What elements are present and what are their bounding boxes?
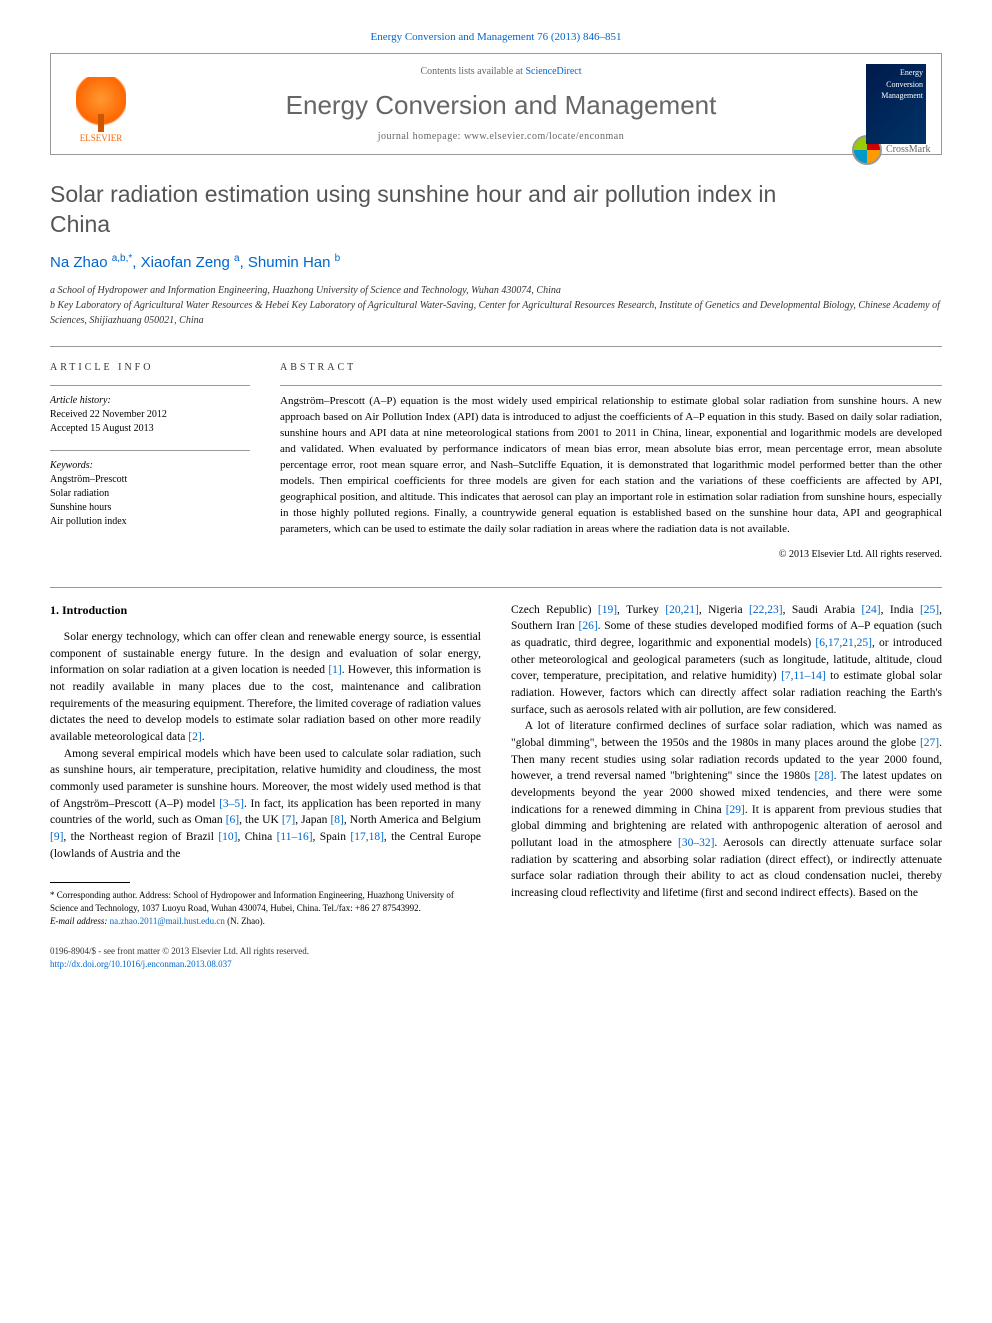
info-abstract-row: ARTICLE INFO Article history: Received 2… [50,361,942,561]
divider-rule [50,346,942,347]
body-paragraph: Solar energy technology, which can offer… [50,629,481,746]
journal-title: Energy Conversion and Management [136,87,866,123]
abstract-copyright: © 2013 Elsevier Ltd. All rights reserved… [280,548,942,562]
author-list: Na Zhao a,b,*, Xiaofan Zeng a, Shumin Ha… [50,252,942,273]
keyword: Angström–Prescott [50,473,250,487]
article-history-block: Article history: Received 22 November 20… [50,385,250,436]
journal-citation-bar[interactable]: Energy Conversion and Management 76 (201… [50,30,942,45]
contents-lists-line: Contents lists available at ScienceDirec… [136,65,866,79]
doi-link[interactable]: http://dx.doi.org/10.1016/j.enconman.201… [50,959,232,969]
keyword: Sunshine hours [50,501,250,515]
corresponding-text: * Corresponding author. Address: School … [50,889,481,914]
front-matter-line: 0196-8904/$ - see front matter © 2013 El… [50,945,942,958]
article-info-column: ARTICLE INFO Article history: Received 2… [50,361,250,561]
page-footer: 0196-8904/$ - see front matter © 2013 El… [50,945,942,970]
divider-rule [50,587,942,588]
body-two-columns: 1. Introduction Solar energy technology,… [50,602,942,928]
email-suffix: (N. Zhao). [227,916,265,926]
affiliations: a School of Hydropower and Information E… [50,283,942,328]
keyword: Air pollution index [50,515,250,529]
sciencedirect-link[interactable]: ScienceDirect [525,66,581,77]
received-date: Received 22 November 2012 [50,408,250,422]
page-container: Energy Conversion and Management 76 (201… [0,0,992,1000]
right-column: Czech Republic) [19], Turkey [20,21], Ni… [511,602,942,928]
elsevier-tree-icon [76,77,126,132]
journal-homepage[interactable]: journal homepage: www.elsevier.com/locat… [136,130,866,144]
corresponding-author-footnote: * Corresponding author. Address: School … [50,889,481,927]
affiliation-b: b Key Laboratory of Agricultural Water R… [50,298,942,328]
journal-cover-thumbnail[interactable]: Energy Conversion Management [866,64,926,144]
crossmark-label: CrossMark [886,143,930,157]
body-paragraph: A lot of literature confirmed declines o… [511,718,942,901]
section-1-heading: 1. Introduction [50,602,481,619]
abstract-heading: ABSTRACT [280,361,942,375]
keywords-label: Keywords: [50,459,250,473]
journal-header-box: ELSEVIER Contents lists available at Sci… [50,53,942,155]
keyword: Solar radiation [50,487,250,501]
article-title: Solar radiation estimation using sunshin… [50,180,830,240]
author-email-link[interactable]: na.zhao.2011@mail.hust.edu.cn [110,916,225,926]
email-label: E-mail address: [50,916,107,926]
contents-prefix: Contents lists available at [420,66,525,77]
body-paragraph: Among several empirical models which hav… [50,746,481,863]
article-info-heading: ARTICLE INFO [50,361,250,375]
history-label: Article history: [50,394,250,408]
accepted-date: Accepted 15 August 2013 [50,422,250,436]
publisher-name: ELSEVIER [80,132,123,145]
keywords-block: Keywords: Angström–Prescott Solar radiat… [50,450,250,529]
abstract-text: Angström–Prescott (A–P) equation is the … [280,385,942,537]
abstract-column: ABSTRACT Angström–Prescott (A–P) equatio… [280,361,942,561]
body-paragraph: Czech Republic) [19], Turkey [20,21], Ni… [511,602,942,719]
left-column: 1. Introduction Solar energy technology,… [50,602,481,928]
affiliation-a: a School of Hydropower and Information E… [50,283,942,298]
header-center: Contents lists available at ScienceDirec… [136,65,866,143]
email-line: E-mail address: na.zhao.2011@mail.hust.e… [50,915,481,928]
footnote-rule [50,882,130,883]
elsevier-logo[interactable]: ELSEVIER [66,64,136,144]
